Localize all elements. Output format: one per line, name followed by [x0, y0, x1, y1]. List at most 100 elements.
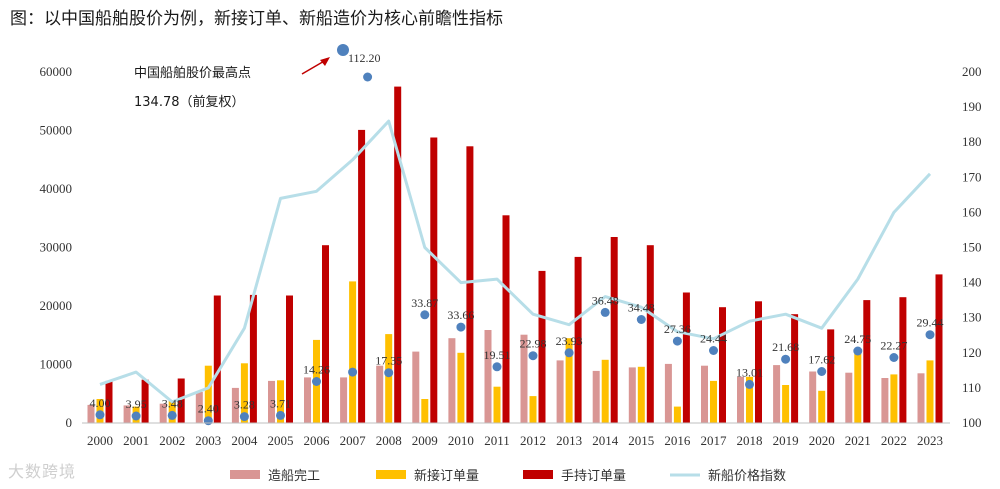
bar-new-orders-2017	[710, 380, 717, 423]
stock-label-2003: 2.40	[198, 402, 219, 416]
y-left-tick-20000: 20000	[40, 298, 73, 313]
bar-orderbook-2000	[105, 380, 113, 423]
bar-orderbook-2008	[394, 86, 402, 423]
price-index-line	[99, 119, 932, 404]
bar-new-orders-2023	[926, 360, 934, 423]
y-left-tick-10000: 10000	[40, 357, 73, 372]
bar-new-orders-2009	[421, 399, 429, 423]
stock-dot-2004	[239, 412, 249, 422]
stock-label-2002: 3.48	[162, 396, 183, 410]
y-left-tick-60000: 60000	[40, 64, 73, 79]
bar-orderbook-2017	[719, 307, 726, 423]
bar-completed-2005	[268, 380, 275, 423]
legend-label-price-index: 新船价格指数	[708, 468, 786, 484]
y-right-tick-100: 100	[962, 415, 982, 430]
bar-new-orders-2022	[890, 374, 898, 423]
stock-dot-2011	[492, 362, 502, 372]
bar-new-orders-2008	[385, 334, 393, 423]
stock-dot-2021	[853, 346, 863, 356]
stock-dot-2006	[312, 377, 321, 386]
bar-orderbook-2010	[466, 146, 474, 424]
bar-orderbook-2023	[935, 274, 943, 423]
bar-orderbook-2007	[358, 129, 366, 423]
peak-value-label: 112.20	[348, 51, 381, 65]
x-tick-2019: 2019	[773, 433, 799, 448]
peak-arrow-head	[320, 57, 330, 66]
bar-completed-2018	[737, 376, 744, 423]
y-right-tick-130: 130	[962, 310, 982, 325]
stock-label-2020: 17.62	[808, 353, 835, 367]
bar-new-orders-2004	[240, 363, 248, 423]
bar-completed-2000	[87, 404, 95, 423]
stock-dot-2018	[745, 379, 754, 389]
y-right-tick-160: 160	[962, 204, 982, 219]
legend-label-orderbook: 手持订单量	[561, 469, 626, 484]
stock-label-2022: 22.27	[880, 339, 907, 353]
y-right-tick-170: 170	[962, 169, 982, 184]
y-right-tick-200: 200	[962, 64, 982, 79]
bar-new-orders-2019	[782, 385, 790, 423]
x-tick-2022: 2022	[881, 433, 907, 448]
x-tick-2006: 2006	[304, 433, 331, 448]
bar-completed-2003	[195, 392, 203, 423]
x-tick-2002: 2002	[159, 433, 185, 448]
bar-orderbook-2011	[502, 215, 510, 423]
stock-dot-2001	[131, 411, 141, 421]
x-tick-2010: 2010	[448, 433, 474, 448]
x-tick-2013: 2013	[556, 433, 582, 448]
stock-dot-2014	[600, 307, 610, 317]
bar-orderbook-2021	[863, 300, 871, 423]
bar-new-orders-2005	[277, 380, 284, 423]
peak-annotation-line1: 中国船舶股价最高点	[134, 65, 251, 81]
stock-dot-2015	[636, 315, 646, 324]
stock-dot-2020	[817, 367, 827, 376]
legend-label-completed: 造船完工	[268, 469, 320, 484]
stock-label-2006: 14.26	[303, 363, 330, 377]
bar-completed-2009	[412, 351, 420, 423]
stock-label-2011: 19.51	[484, 348, 511, 362]
page-title: 图：以中国船舶股价为例，新接订单、新船造价为核心前瞻性指标	[10, 9, 503, 29]
bar-orderbook-2002	[177, 378, 185, 423]
stock-dot-2012	[528, 351, 538, 361]
line-layer	[99, 119, 932, 404]
stock-dot-2010	[456, 322, 466, 332]
stock-label-2008: 17.35	[375, 354, 402, 368]
bar-completed-2016	[664, 363, 672, 423]
bar-new-orders-2003	[204, 365, 212, 423]
bar-new-orders-2018	[746, 376, 753, 423]
bar-completed-2007	[340, 377, 348, 423]
legend: 造船完工 新接订单量 手持订单量 新船价格指数	[230, 468, 786, 484]
bar-completed-2012	[520, 334, 528, 423]
bar-completed-2010	[448, 338, 456, 423]
stock-dot-2016	[672, 336, 682, 346]
stock-dot-2005	[276, 410, 285, 420]
stock-label-2013: 23.93	[556, 334, 583, 348]
dots-layer: 4.00 3.95 3.48 2.40 3.28 3.71 14.26 17.35 33.87 3…	[90, 293, 944, 426]
stock-label-2016: 27.36	[664, 322, 691, 336]
bar-orderbook-2013	[574, 256, 582, 423]
x-tick-2017: 2017	[701, 433, 728, 448]
bar-completed-2021	[845, 372, 853, 423]
legend-swatch-completed	[230, 470, 260, 479]
y-right-tick-180: 180	[962, 134, 982, 149]
y-left-tick-0: 0	[66, 415, 73, 430]
y-right-tick-190: 190	[962, 99, 982, 114]
bar-orderbook-2001	[141, 379, 149, 423]
stock-dot-2002	[167, 410, 177, 420]
bar-new-orders-2015	[637, 366, 645, 423]
bar-orderbook-2020	[827, 329, 835, 423]
x-tick-2018: 2018	[737, 433, 763, 448]
peak-second-dot	[363, 72, 373, 82]
stock-dot-2007	[348, 367, 358, 377]
x-tick-2000: 2000	[87, 433, 113, 448]
bar-completed-2020	[809, 371, 817, 423]
stock-dot-2000	[95, 410, 105, 420]
legend-swatch-new-orders	[376, 470, 406, 479]
bar-completed-2004	[231, 387, 239, 423]
stock-dot-2003	[203, 416, 213, 426]
bar-new-orders-2007	[349, 281, 357, 423]
axes-layer: 2000 2001 2002 2003 2004 2005 2006 2007 2008 2009…	[40, 64, 982, 448]
bar-orderbook-2022	[899, 297, 907, 423]
stock-label-2017: 24.44	[700, 332, 727, 346]
